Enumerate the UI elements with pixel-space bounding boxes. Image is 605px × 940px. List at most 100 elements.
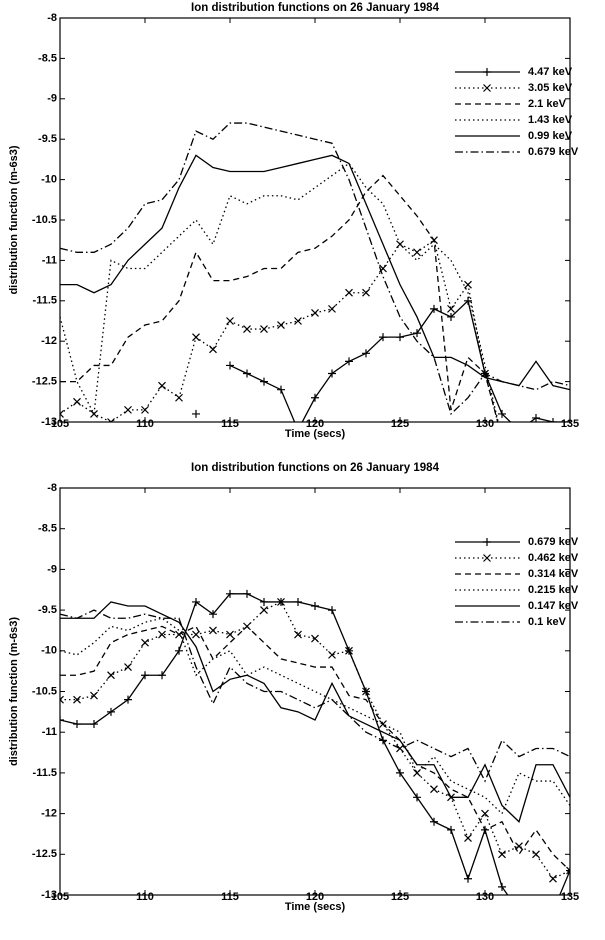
series-line [60, 601, 570, 823]
x-tick-label: 130 [476, 418, 494, 430]
series-line [60, 601, 570, 880]
point-marker [447, 304, 455, 313]
legend-marker [483, 84, 491, 92]
point-marker [192, 409, 200, 418]
point-marker [260, 606, 268, 615]
y-tick-label: -10.5 [32, 214, 57, 226]
point-marker [515, 907, 523, 915]
series-line [60, 625, 570, 872]
point-marker [260, 325, 268, 334]
point-marker [328, 650, 336, 659]
x-tick-label: 105 [51, 418, 69, 430]
point-marker [549, 907, 557, 915]
point-marker [209, 626, 217, 635]
point-marker [226, 630, 234, 639]
point-marker [209, 610, 217, 619]
y-tick-label: -11.5 [33, 295, 57, 307]
legend-label: 0.679 keV [528, 536, 579, 548]
point-marker [277, 321, 285, 329]
legend-label: 1.43 keV [528, 114, 573, 126]
y-axis-label: distribution function (m-6s3) [8, 617, 20, 766]
point-marker [498, 409, 506, 418]
point-marker [464, 834, 472, 842]
y-tick-label: -13 [41, 889, 57, 901]
plot: Ion distribution functions on 26 January… [8, 2, 579, 442]
x-tick-label: 115 [221, 891, 239, 903]
point-marker [60, 409, 64, 418]
point-marker [192, 333, 200, 342]
y-tick-label: -9.5 [38, 133, 57, 145]
point-marker [362, 687, 370, 696]
point-marker [499, 435, 506, 442]
point-marker [73, 397, 81, 406]
point-marker [141, 638, 149, 647]
point-marker [311, 393, 319, 402]
legend-label: 0.462 keV [528, 552, 579, 564]
point-marker [481, 809, 489, 818]
point-marker [345, 646, 353, 655]
point-marker [498, 882, 506, 891]
y-tick-label: -9 [47, 563, 57, 575]
y-tick-label: -10 [41, 174, 57, 186]
point-marker [277, 385, 285, 394]
series-line [60, 162, 499, 422]
point-marker [141, 405, 149, 414]
point-marker [73, 720, 81, 729]
y-tick-label: -8 [47, 482, 57, 494]
point-marker [566, 866, 570, 875]
y-tick-label: -11 [42, 254, 57, 266]
x-tick-label: 125 [391, 891, 409, 903]
point-marker [158, 630, 166, 639]
point-marker [413, 793, 421, 802]
point-marker [158, 671, 166, 680]
point-marker [90, 409, 98, 418]
point-marker [124, 405, 132, 414]
x-tick-label: 110 [136, 418, 154, 430]
point-marker [413, 329, 421, 338]
point-marker [532, 413, 540, 422]
point-marker [73, 695, 81, 704]
legend-label: 0.99 keV [528, 130, 573, 142]
y-tick-label: -12 [41, 808, 57, 820]
legend-label: 0.679 keV [528, 146, 579, 158]
legend-marker [483, 538, 491, 546]
series-line [229, 299, 570, 422]
chart-title: Ion distribution functions on 26 January… [191, 2, 440, 14]
x-tick-label: 120 [306, 418, 324, 430]
point-marker [447, 825, 455, 834]
series-line [60, 122, 570, 416]
point-marker [549, 418, 557, 422]
point-marker [175, 646, 183, 655]
y-tick-label: -11 [42, 726, 57, 738]
point-marker [90, 720, 98, 729]
point-marker [532, 899, 540, 907]
point-marker [413, 248, 421, 257]
point-marker [430, 817, 438, 826]
point-marker [260, 377, 268, 386]
y-tick-label: -8.5 [38, 523, 57, 535]
point-marker [396, 768, 404, 777]
y-tick-label: -8.5 [38, 52, 57, 64]
point-marker [226, 317, 234, 325]
y-tick-label: -11.5 [33, 767, 57, 779]
point-marker [362, 288, 370, 297]
point-marker [192, 597, 200, 606]
plot-frame [59, 17, 571, 423]
point-marker [379, 333, 387, 342]
point-marker [243, 325, 251, 334]
y-tick-label: -12 [41, 335, 57, 347]
point-marker [430, 304, 438, 313]
point-marker [328, 606, 336, 615]
point-marker [362, 349, 370, 358]
point-marker [532, 850, 540, 859]
point-marker [447, 312, 455, 321]
point-marker [345, 288, 353, 297]
x-axis-label: Time (secs) [285, 428, 346, 440]
point-marker [498, 850, 506, 859]
point-marker [294, 630, 302, 639]
point-marker [226, 361, 234, 370]
point-marker [277, 598, 285, 606]
series-area [60, 589, 570, 915]
y-axis-label: distribution function (m-6s3) [8, 145, 20, 294]
x-axis-label: Time (secs) [285, 901, 346, 913]
